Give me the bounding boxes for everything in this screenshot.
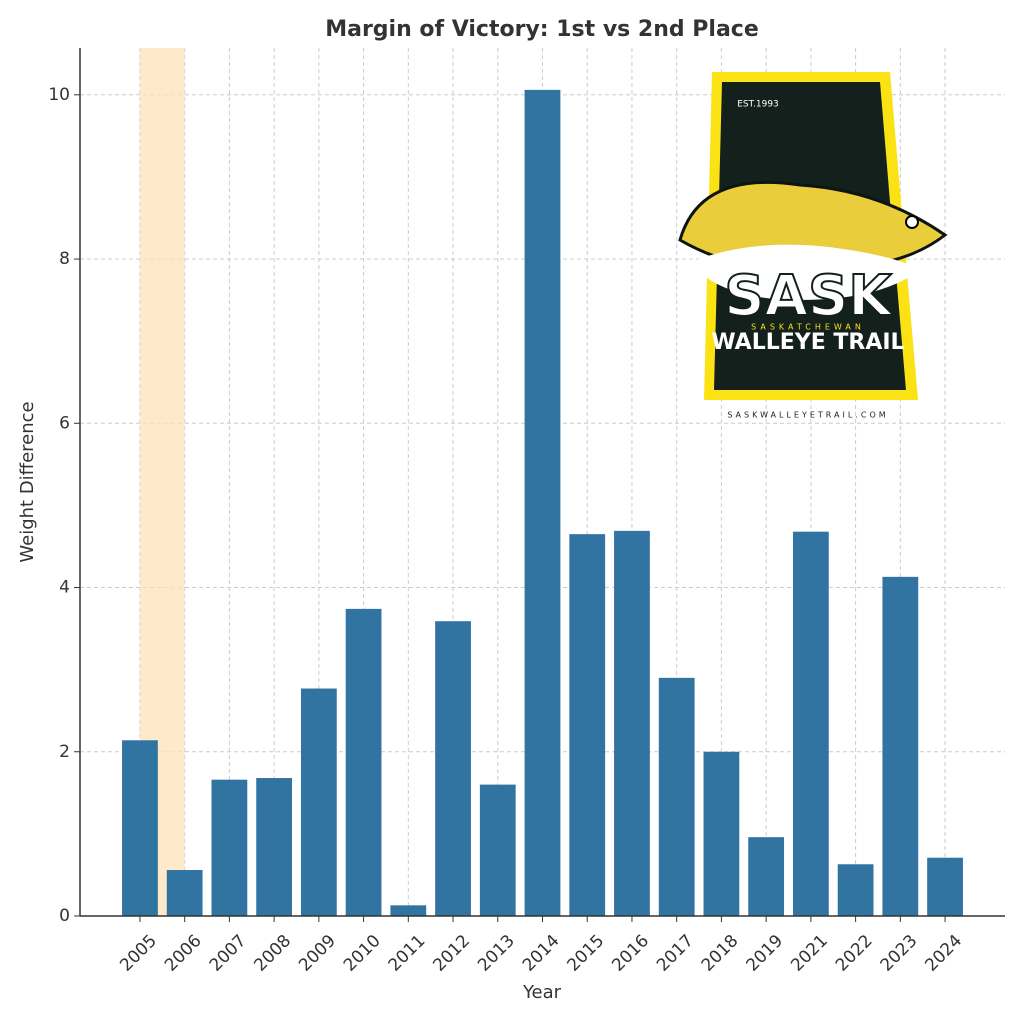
x-tick-label: 2016 [608, 931, 653, 976]
y-tick-label: 4 [59, 578, 70, 598]
bars [122, 48, 963, 916]
chart-title: Margin of Victory: 1st vs 2nd Place [325, 17, 759, 42]
y-tick-label: 0 [59, 906, 70, 926]
logo-fish-eye [905, 215, 919, 229]
x-tick-label: 2012 [429, 931, 474, 976]
x-tick-label: 2015 [564, 931, 609, 976]
x-tick-label: 2011 [385, 931, 430, 976]
bar [479, 784, 516, 916]
x-tick-label: 2021 [787, 931, 832, 976]
bar [345, 608, 382, 916]
bar [614, 530, 650, 916]
x-axis-label: Year [522, 982, 562, 1003]
y-tick-label: 6 [59, 413, 70, 433]
bar [882, 576, 919, 916]
bar [658, 677, 695, 916]
logo-name: WALLEYE TRAIL [711, 330, 904, 355]
x-tick-label: 2013 [474, 931, 519, 976]
x-tick-label: 2007 [206, 931, 251, 976]
bar [927, 857, 963, 916]
x-tick-label: 2018 [698, 931, 743, 976]
logo-est: EST.1993 [737, 100, 779, 110]
y-tick-label: 10 [48, 85, 70, 105]
bar [390, 905, 427, 916]
bar [122, 740, 158, 916]
bar [166, 870, 203, 916]
bar [300, 688, 337, 916]
logo-fish-belly [690, 244, 920, 300]
logo-url: SASKWALLEYETRAIL.COM [727, 411, 888, 420]
y-axis-label: Weight Difference [17, 401, 38, 562]
x-tick-label: 2017 [653, 931, 698, 976]
bar [703, 751, 740, 916]
bar [748, 837, 785, 916]
bar [435, 621, 471, 916]
x-tick-label: 2023 [877, 931, 922, 976]
logo-region: SASKATCHEWAN [751, 323, 865, 332]
x-tick-label: 2006 [161, 931, 206, 976]
bar [837, 864, 874, 916]
x-tick-label: 2014 [519, 931, 564, 976]
x-tick-label: 2024 [921, 931, 966, 976]
bar [569, 534, 606, 916]
y-tick-label: 8 [59, 249, 70, 269]
x-tick-label: 2005 [116, 931, 161, 976]
x-tick-label: 2022 [832, 931, 877, 976]
x-tick-label: 2010 [340, 931, 385, 976]
bar [524, 89, 561, 916]
x-tick-label: 2008 [250, 931, 295, 976]
bar [211, 779, 248, 916]
bar [792, 531, 829, 916]
x-tick-label: 2009 [295, 931, 340, 976]
logo-main: SASK [724, 264, 894, 329]
bar [256, 778, 293, 916]
x-tick-label: 2019 [742, 931, 787, 976]
y-tick-label: 2 [59, 742, 70, 762]
